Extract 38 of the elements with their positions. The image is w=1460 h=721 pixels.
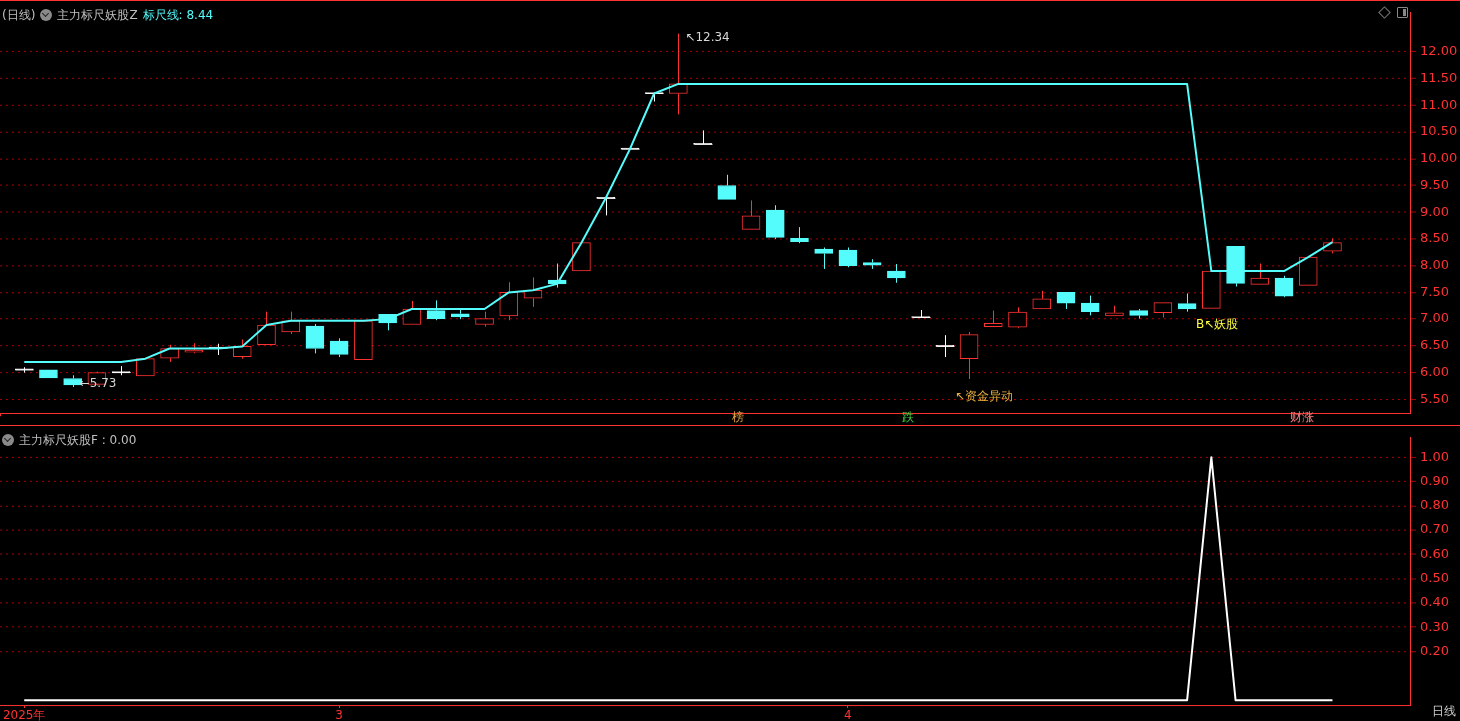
y-tick-label: 7.50 [1420,283,1449,299]
chart-title: 主力标尺妖股F : 0.00 [19,431,137,449]
chart-title: 主力标尺妖股Z [57,6,138,24]
y-tick-label: 9.00 [1420,203,1449,219]
y-tick-label: 0.70 [1420,521,1449,537]
y-tick-label: 0.30 [1420,618,1449,634]
y-tick-label: 0.60 [1420,545,1449,561]
chart-subtitle: (日线) [2,6,36,24]
annotation: 榜 [732,409,744,426]
y-tick-label: 0.90 [1420,472,1449,488]
y-tick-label: 5.50 [1420,390,1449,406]
y-tick-label: 10.50 [1420,123,1458,139]
y-tick-label: 0.80 [1420,497,1449,513]
x-tick-label: 3 [335,708,343,721]
y-tick-label: 1.00 [1420,448,1449,464]
text: ←5.73 [79,376,117,391]
y-tick-label: 12.00 [1420,43,1458,59]
y-tick-label: 10.00 [1420,150,1458,166]
text: ↖12.34 [685,29,730,44]
x-tick-label: 4 [844,708,852,721]
annotation: 跌 [902,409,914,426]
annotation: ↖资金异动 [955,388,1014,405]
y-tick-label: 8.00 [1420,257,1449,273]
annotation: B↖妖股 [1196,316,1239,333]
y-tick-label: 9.50 [1420,176,1449,192]
x-tick-label: 2025年 [2,708,46,721]
annotation: 财涨 [1290,409,1314,426]
y-tick-label: 0.40 [1420,594,1449,610]
y-tick-label: 6.00 [1420,363,1449,379]
y-tick-label: 6.50 [1420,337,1449,353]
text: 日线 [1432,703,1456,720]
y-tick-label: 11.00 [1420,96,1458,112]
text: 标尺线: 8.44 [142,6,214,24]
y-tick-label: 7.00 [1420,310,1449,326]
y-tick-label: 8.50 [1420,230,1449,246]
y-tick-label: 0.50 [1420,570,1449,586]
y-tick-label: 11.50 [1420,69,1458,85]
y-tick-label: 0.20 [1420,642,1449,658]
